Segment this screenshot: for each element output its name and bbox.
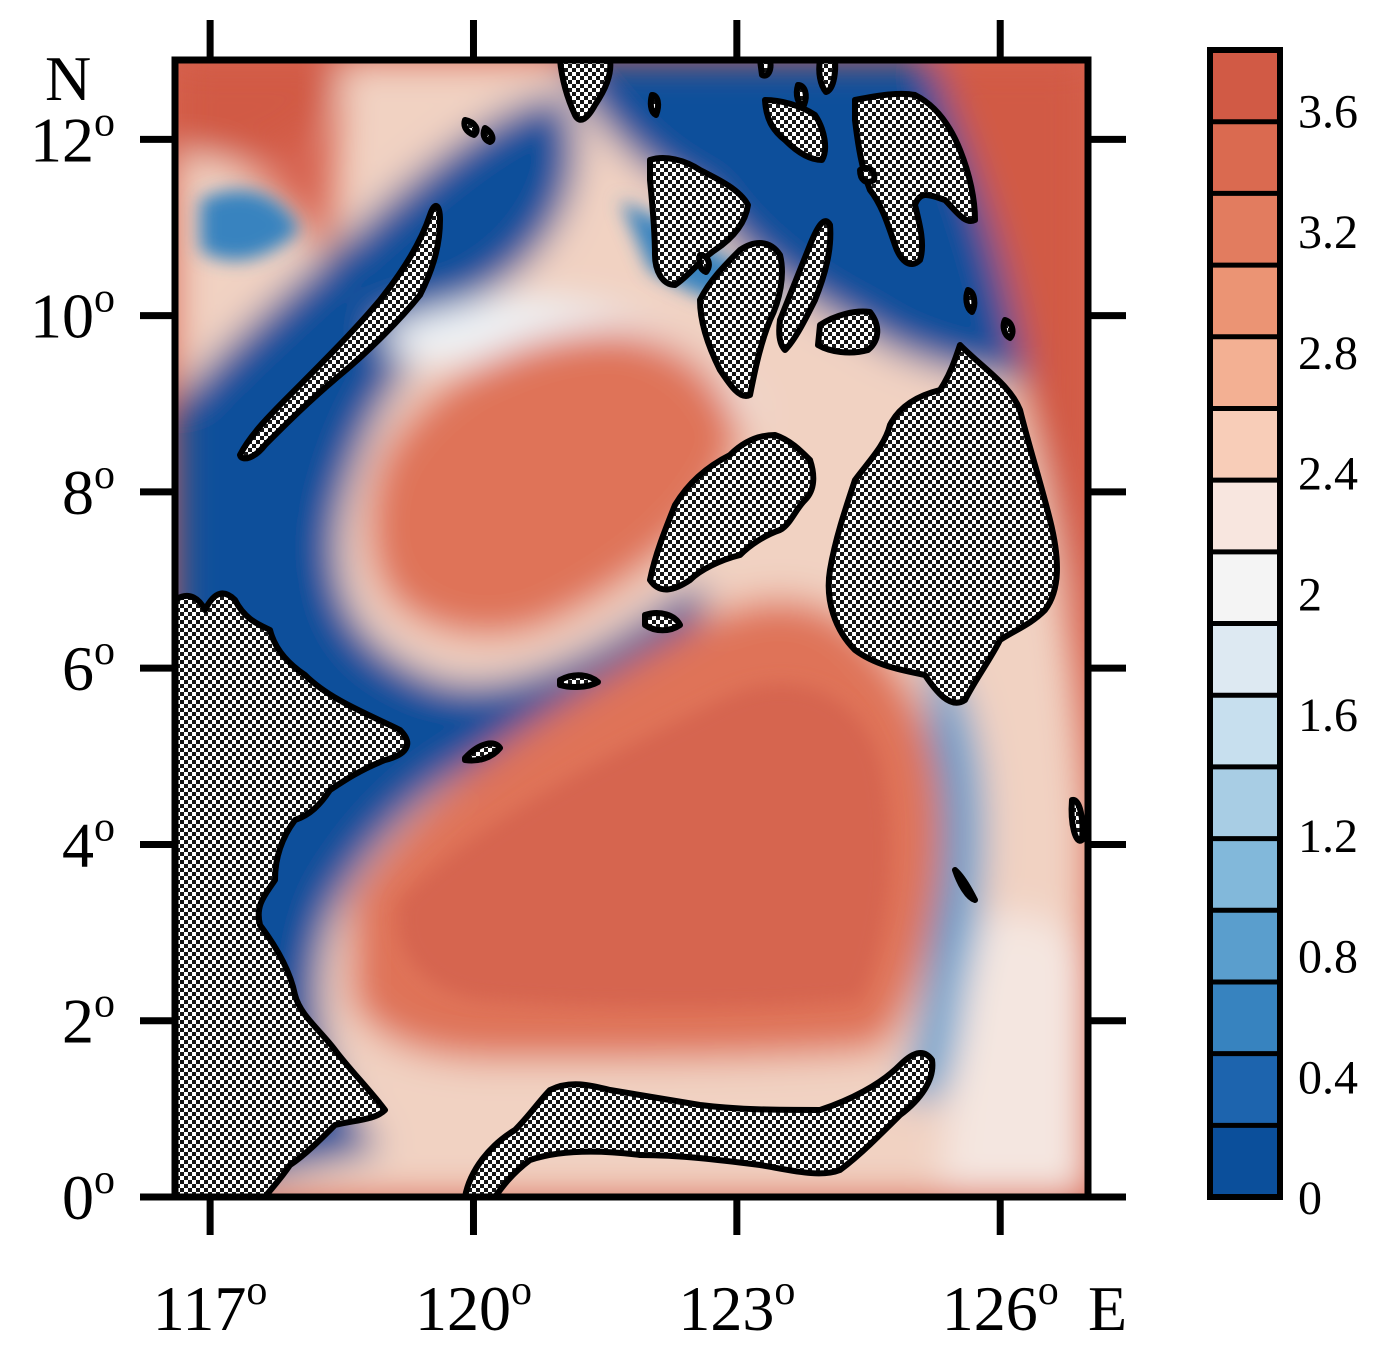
ocean-field: [175, 60, 1088, 1197]
land-borneo: [175, 590, 411, 1197]
colorbar-label-0: 0: [1298, 1172, 1322, 1225]
land-bohol: [815, 308, 881, 356]
islet-talaud: [1068, 797, 1086, 844]
land-leyte-samar: [852, 90, 978, 267]
colorbar-swatch-11: [1210, 336, 1280, 409]
colorbar-swatch-5: [1210, 766, 1280, 839]
mid-blue-palawan-shelf: [200, 190, 300, 261]
deep-blue-west: [175, 95, 704, 1197]
map-frame: [140, 20, 1126, 1235]
colorbar-label-2: 2: [1298, 568, 1322, 621]
land-palawan: [237, 203, 443, 462]
colorbar-label-3.2: 3.2: [1298, 206, 1358, 259]
x-tick-marks: [206, 20, 1004, 1235]
y-tick-degree-4: o: [94, 804, 115, 850]
x-tick-degree-120: o: [511, 1268, 532, 1314]
islet-north-6: [696, 252, 712, 275]
colorbar-label-0.4: 0.4: [1298, 1051, 1358, 1104]
land-negros: [697, 240, 785, 399]
land-sulawesi-north-arm: [462, 1050, 936, 1197]
y-axis-unit: N: [45, 43, 91, 114]
land-mindanao: [825, 342, 1060, 706]
y-tick-label-10: 10o: [30, 276, 115, 352]
warm-sulu-basin: [368, 330, 740, 638]
colorbar-border: [1207, 47, 1283, 1200]
x-tick-label-120: 120o: [415, 1268, 532, 1344]
y-tick-degree-2: o: [94, 981, 115, 1027]
colorbar-swatch-6: [1210, 695, 1280, 767]
colorbar-swatch-8: [1210, 551, 1280, 624]
islet-north-8: [1000, 317, 1016, 341]
colorbar-swatch-4: [1210, 838, 1280, 911]
warm-northwest: [175, 60, 340, 160]
x-axis-unit: E: [1088, 1273, 1127, 1344]
y-tick-label-6: 6o: [62, 628, 115, 704]
colorbar-swatch-14: [1210, 121, 1280, 194]
colorbar-label-2.8: 2.8: [1298, 327, 1358, 380]
islet-north-2: [816, 60, 839, 95]
colorbar: 0 0.4 0.8 1.2 1.6 2 2.4 2.8 3.2 3.6: [1207, 47, 1358, 1225]
x-tick-label-117: 117o: [153, 1268, 268, 1344]
light-southeast: [940, 913, 1088, 1197]
colorbar-swatch-13: [1210, 193, 1280, 266]
land-cebu: [776, 218, 834, 353]
y-tick-label-8: 8o: [62, 452, 115, 528]
map-border: [171, 56, 1092, 1201]
x-tick-degree-123: o: [774, 1268, 795, 1314]
colorbar-swatch-2: [1210, 981, 1280, 1054]
y-tick-marks: [140, 135, 1126, 1201]
y-tick-degree-6: o: [94, 628, 115, 674]
x-axis-labels: 117o 120o 123o 126o: [153, 1268, 1059, 1344]
colorbar-label-1.6: 1.6: [1298, 689, 1358, 742]
islet-north-5: [857, 165, 878, 185]
x-tick-degree-126: o: [1038, 1268, 1059, 1314]
islet-cagayan-2: [480, 125, 496, 145]
y-tick-label-2: 2o: [62, 981, 115, 1057]
colorbar-swatch-7: [1210, 623, 1280, 696]
colorbar-swatch-1: [1210, 1053, 1280, 1126]
land-masses: [175, 60, 1086, 1197]
colorbar-swatch-10: [1210, 408, 1280, 481]
islet-north-3: [793, 82, 809, 108]
y-tick-degree-8: o: [94, 452, 115, 498]
y-tick-label-4: 4o: [62, 804, 115, 880]
warm-core-celebes: [398, 683, 891, 1008]
colorbar-swatch-0: [1210, 1125, 1280, 1197]
colorbar-label-1.2: 1.2: [1298, 810, 1358, 863]
colorbar-swatch-15: [1210, 50, 1280, 122]
land-zamboanga-peninsula: [647, 432, 817, 593]
land-mindoro: [557, 60, 614, 123]
x-tick-degree-117: o: [246, 1268, 267, 1314]
x-tick-label-126: 126o: [942, 1268, 1059, 1344]
colorbar-swatch-12: [1210, 265, 1280, 337]
y-tick-degree-10: o: [94, 276, 115, 322]
colorbar-swatch-9: [1210, 480, 1280, 552]
y-tick-degree-12: o: [94, 99, 115, 145]
y-tick-label-0: 0o: [62, 1157, 115, 1233]
land-masbate: [762, 97, 829, 163]
islet-cagayan-1: [461, 117, 480, 138]
islet-sulu-arch-2: [557, 672, 601, 690]
warm-northeast: [930, 60, 1088, 620]
colorbar-label-0.8: 0.8: [1298, 931, 1358, 984]
islet-sulu-arch-1: [642, 610, 683, 634]
islet-north-4: [647, 92, 662, 118]
islet-sulu-arch-3: [462, 740, 503, 764]
x-tick-label-123: 123o: [678, 1268, 795, 1344]
islet-sangihe: [952, 867, 978, 903]
land-panay: [647, 155, 751, 288]
y-tick-degree-0: o: [94, 1157, 115, 1203]
islet-north-7: [963, 287, 978, 315]
blue-channel-east: [900, 640, 984, 1100]
colorbar-label-2.4: 2.4: [1298, 448, 1358, 501]
colorbar-label-3.6: 3.6: [1298, 85, 1358, 138]
colorbar-swatch-3: [1210, 910, 1280, 982]
